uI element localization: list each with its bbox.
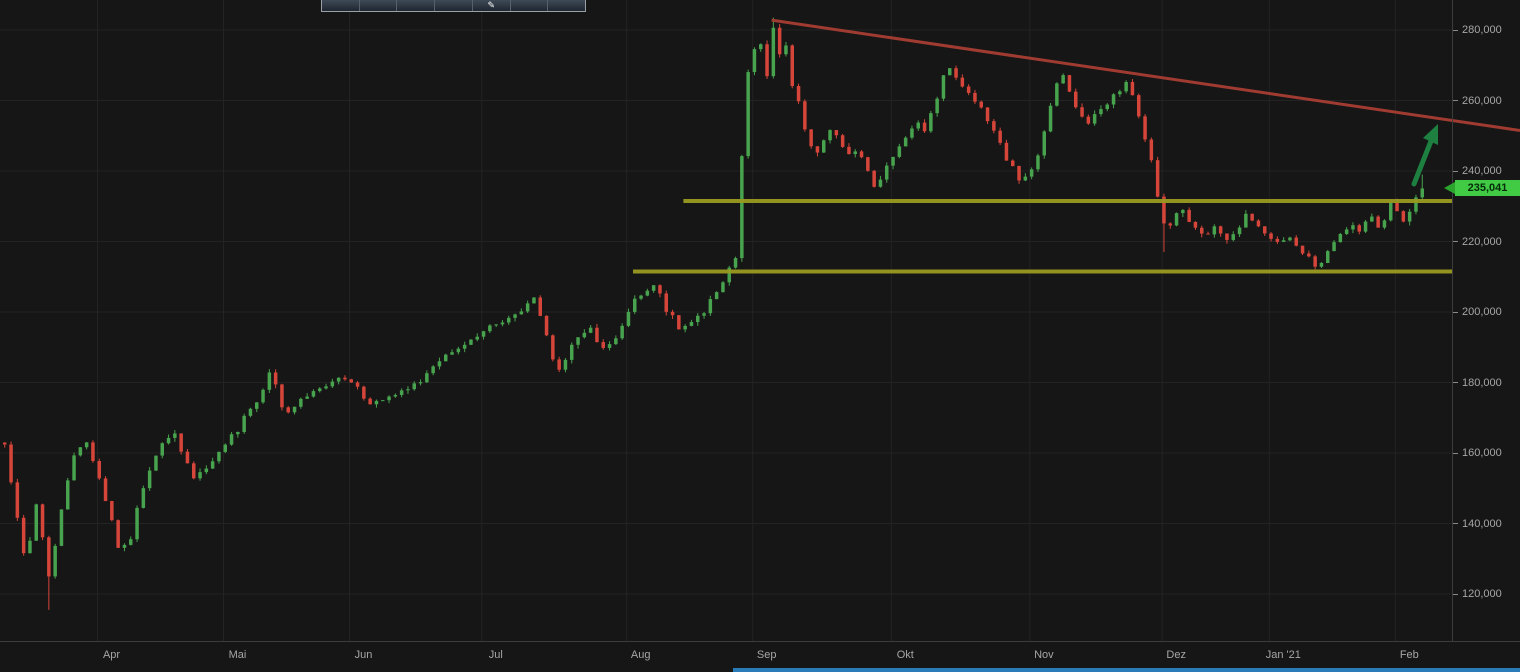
axis-tick <box>1453 452 1458 454</box>
price-axis-label: 140,000 <box>1453 518 1520 530</box>
toolbar-segment[interactable] <box>435 0 473 11</box>
toolbar-segment[interactable] <box>397 0 436 11</box>
toolbar-segment[interactable]: ✎ <box>472 0 511 11</box>
price-axis-label: 160,000 <box>1453 447 1520 459</box>
time-axis-label: Jul <box>488 649 503 661</box>
price-axis-label: 180,000 <box>1453 377 1520 389</box>
time-axis[interactable]: Apr Mai Jun Jul Aug Sep Okt Nov Dez Jan '21 Feb <box>0 641 1520 672</box>
axis-tick <box>1453 241 1458 242</box>
price-axis-label: 120,000 <box>1453 588 1520 600</box>
time-axis-label: Sep <box>756 649 777 661</box>
time-axis-label: Nov <box>1034 649 1054 661</box>
price-axis-label: 240,000 <box>1453 165 1520 177</box>
time-axis-label: Mai <box>228 649 247 661</box>
time-axis-label: Dez <box>1166 649 1186 661</box>
chart-plot-area[interactable] <box>0 0 1453 641</box>
price-axis-label: 280,000 <box>1453 24 1520 36</box>
axis-tick <box>1453 593 1458 595</box>
time-axis-label: Okt <box>896 649 914 661</box>
axis-tick <box>1453 382 1458 383</box>
candles-layer <box>3 17 1424 610</box>
floating-toolbar-fragment[interactable]: ✎ <box>321 0 586 12</box>
axis-tick <box>1453 29 1458 31</box>
time-axis-label: Jan '21 <box>1265 649 1301 661</box>
toolbar-segment[interactable] <box>510 0 549 11</box>
price-axis[interactable]: 280,000 260,000 240,000 220,000 200,000 180,0… <box>1452 0 1520 641</box>
axis-tick <box>1453 311 1458 313</box>
time-axis-label: Aug <box>630 649 651 661</box>
last-price-label: 235,041 <box>1455 180 1520 197</box>
price-pointer-icon <box>1444 182 1455 195</box>
time-axis-label: Feb <box>1399 649 1419 661</box>
axis-tick <box>1453 100 1458 101</box>
gridlines <box>0 0 1453 641</box>
price-axis-label: 200,000 <box>1453 306 1520 318</box>
axis-tick <box>1453 523 1458 524</box>
time-axis-label: Jun <box>354 649 373 661</box>
price-axis-label: 260,000 <box>1453 95 1520 107</box>
time-axis-label: Apr <box>102 649 121 661</box>
price-axis-label: 220,000 <box>1453 236 1520 248</box>
toolbar-segment[interactable] <box>359 0 398 11</box>
axis-tick <box>1453 170 1458 172</box>
toolbar-segment[interactable] <box>548 0 586 11</box>
horizontal-scrollbar[interactable] <box>733 668 1520 672</box>
pencil-icon: ✎ <box>487 0 495 10</box>
toolbar-segment[interactable] <box>322 0 360 11</box>
